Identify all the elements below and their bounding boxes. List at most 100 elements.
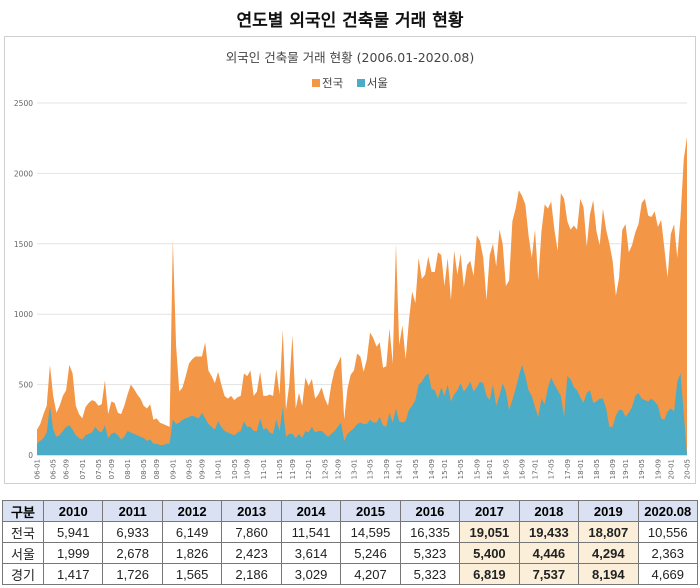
table-header-cell: 2015 xyxy=(340,500,401,522)
x-tick-label: 13-01 xyxy=(350,459,358,479)
y-tick-label: 2500 xyxy=(14,99,33,108)
x-tick-label: 11-05 xyxy=(276,459,284,479)
x-tick-label: 19-01 xyxy=(622,459,630,479)
table-cell: 14,595 xyxy=(340,521,401,543)
table-cell: 2,678 xyxy=(102,542,163,564)
x-tick-label: 09-09 xyxy=(198,459,206,479)
table-header-cell: 2019 xyxy=(578,500,639,522)
table-header-cell: 2016 xyxy=(399,500,461,522)
x-tick-label: 11-01 xyxy=(260,459,268,479)
page-title: 연도별 외국인 건축물 거래 현황 xyxy=(236,11,464,31)
table-header-cell: 2011 xyxy=(102,500,163,522)
x-tick-label: 14-09 xyxy=(428,459,436,479)
x-tick-label: 17-05 xyxy=(548,459,556,479)
x-tick-label: 14-05 xyxy=(412,459,420,479)
x-tick-label: 10-09 xyxy=(244,459,252,479)
y-tick-label: 500 xyxy=(19,381,34,390)
table-cell: 7,860 xyxy=(221,521,282,543)
x-tick-label: 06-01 xyxy=(34,459,42,479)
table-header-cell: 2020.08 xyxy=(637,500,699,522)
x-tick-label: 06-05 xyxy=(50,459,58,479)
table-cell: 19,051 xyxy=(459,521,520,543)
x-tick-label: 08-09 xyxy=(153,459,161,479)
table-cell: 18,807 xyxy=(578,521,639,543)
x-tick-label: 15-09 xyxy=(473,459,481,479)
table-cell: 6,149 xyxy=(161,521,223,543)
table-header-cell: 2017 xyxy=(459,500,520,522)
table-cell: 5,323 xyxy=(399,563,461,585)
table-header-cell: 2014 xyxy=(280,500,342,522)
x-tick-label: 18-09 xyxy=(609,459,617,479)
legend-swatch-national xyxy=(312,79,320,87)
chart-area: 외국인 건축물 거래 현황 (2006.01-2020.08) 전국 서울 0 5… xyxy=(4,36,696,484)
x-tick-label: 15-01 xyxy=(441,459,449,479)
table-cell: 5,246 xyxy=(340,542,401,564)
table-cell: 4,669 xyxy=(637,563,699,585)
table-cell: 2,423 xyxy=(221,542,282,564)
x-tick-label: 18-01 xyxy=(577,459,585,479)
table-row-label: 전국 xyxy=(2,521,44,543)
table-header-cell: 2013 xyxy=(221,500,282,522)
x-tick-label: 17-01 xyxy=(532,459,540,479)
x-tick-label: 19-05 xyxy=(638,459,646,479)
table-row-seoul: 서울 1,999 2,678 1,826 2,423 3,614 5,246 5… xyxy=(2,542,699,564)
table-cell: 1,726 xyxy=(102,563,163,585)
table-cell: 4,207 xyxy=(340,563,401,585)
table-header-cell: 구분 xyxy=(2,500,44,522)
table-cell: 6,933 xyxy=(102,521,163,543)
table-cell: 11,541 xyxy=(280,521,342,543)
table-header-cell: 2012 xyxy=(161,500,223,522)
table-cell: 1,826 xyxy=(161,542,223,564)
y-tick-label: 1000 xyxy=(14,310,33,319)
x-tick-label: 08-05 xyxy=(140,459,148,479)
area-series-seoul xyxy=(37,364,687,455)
x-tick-label: 07-09 xyxy=(108,459,116,479)
x-tick-label: 13-09 xyxy=(383,459,391,479)
x-tick-label: 16-05 xyxy=(502,459,510,479)
table-cell: 3,614 xyxy=(280,542,342,564)
table-cell: 2,363 xyxy=(637,542,699,564)
x-tick-label: 12-09 xyxy=(334,459,342,479)
area-chart-plot: 0 500 1000 1500 2000 2500 06-01 06-05 06-09 07-01… xyxy=(14,99,692,479)
legend-item-seoul: 서울 xyxy=(356,75,388,91)
table-cell: 6,819 xyxy=(459,563,520,585)
table-header-row: 구분 2010 2011 2012 2013 2014 2015 2016 20… xyxy=(2,500,699,522)
x-tick-label: 12-01 xyxy=(305,459,313,479)
table-cell: 5,941 xyxy=(42,521,104,543)
x-tick-label: 08-01 xyxy=(124,459,132,479)
x-tick-label: 10-01 xyxy=(215,459,223,479)
table-row-gyeonggi: 경기 1,417 1,726 1,565 2,186 3,029 4,207 5… xyxy=(2,563,699,585)
x-tick-label: 16-01 xyxy=(486,459,494,479)
legend-label-national: 전국 xyxy=(322,76,344,90)
table-cell: 1,417 xyxy=(42,563,104,585)
table-cell: 3,029 xyxy=(280,563,342,585)
table-cell: 5,323 xyxy=(399,542,461,564)
table-header-cell: 2018 xyxy=(518,500,580,522)
x-tick-label: 06-09 xyxy=(63,459,71,479)
x-tick-label: 15-05 xyxy=(457,459,465,479)
table-header-cell: 2010 xyxy=(42,500,104,522)
table-cell: 4,446 xyxy=(518,542,580,564)
x-tick-label: 19-09 xyxy=(654,459,662,479)
table-cell: 7,537 xyxy=(518,563,580,585)
x-tick-label: 12-05 xyxy=(321,459,329,479)
table-cell: 4,294 xyxy=(578,542,639,564)
x-tick-label: 16-09 xyxy=(519,459,527,479)
x-tick-label: 20-05 xyxy=(684,459,692,479)
x-tick-label: 13-05 xyxy=(367,459,375,479)
legend-item-national: 전국 xyxy=(312,75,343,91)
data-table: 구분 2010 2011 2012 2013 2014 2015 2016 20… xyxy=(2,500,699,585)
table-cell: 2,186 xyxy=(221,563,282,585)
legend-swatch-seoul xyxy=(356,79,365,87)
x-tick-label: 09-05 xyxy=(185,459,193,479)
table-row-label: 서울 xyxy=(2,542,44,564)
x-tick-label: 20-01 xyxy=(667,459,675,479)
y-tick-label: 2000 xyxy=(14,169,33,178)
x-tick-label: 09-01 xyxy=(169,459,177,479)
x-tick-label: 18-05 xyxy=(593,459,601,479)
x-tick-label: 11-09 xyxy=(289,459,297,479)
table-row-national: 전국 5,941 6,933 6,149 7,860 11,541 14,595… xyxy=(2,521,699,543)
table-row-label: 경기 xyxy=(2,563,44,585)
table-cell: 10,556 xyxy=(637,521,699,543)
chart-title: 외국인 건축물 거래 현황 (2006.01-2020.08) xyxy=(225,50,475,65)
